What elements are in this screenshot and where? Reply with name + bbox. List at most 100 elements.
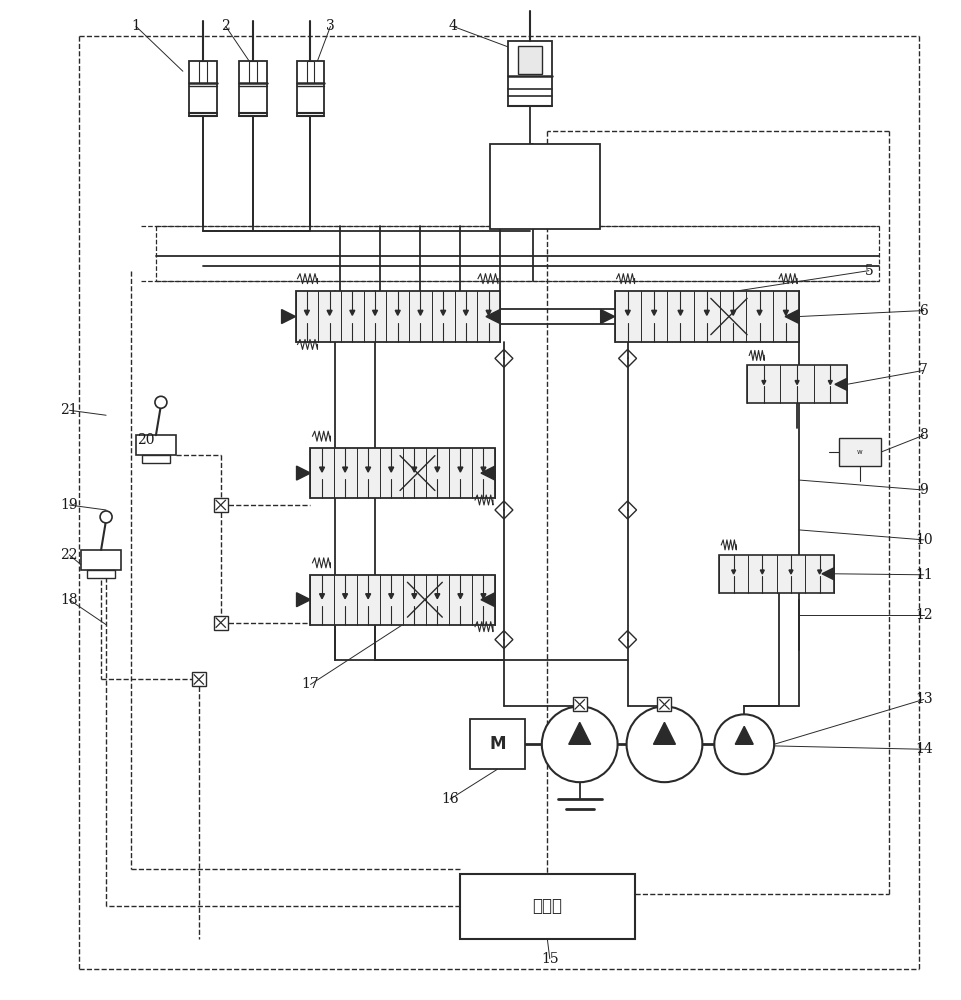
Text: 22: 22: [61, 548, 78, 562]
Bar: [213, 616, 228, 630]
Polygon shape: [365, 467, 371, 472]
Bar: [87, 570, 115, 578]
Circle shape: [714, 714, 775, 774]
Text: M: M: [489, 735, 505, 753]
Circle shape: [100, 511, 112, 523]
Polygon shape: [789, 570, 793, 574]
Text: 3: 3: [326, 19, 334, 33]
Polygon shape: [486, 310, 491, 315]
Polygon shape: [731, 570, 735, 574]
Bar: [615, 291, 800, 342]
Text: 18: 18: [61, 593, 78, 607]
Bar: [508, 41, 552, 106]
Polygon shape: [653, 722, 676, 744]
Polygon shape: [480, 467, 486, 472]
Polygon shape: [785, 310, 800, 324]
Bar: [81, 550, 121, 570]
Polygon shape: [441, 310, 446, 315]
Text: 1: 1: [132, 19, 140, 33]
Polygon shape: [319, 467, 325, 472]
Text: 8: 8: [920, 428, 928, 442]
Bar: [189, 61, 217, 116]
Bar: [136, 435, 176, 455]
Polygon shape: [319, 594, 325, 599]
Text: 19: 19: [61, 498, 78, 512]
Polygon shape: [297, 593, 310, 607]
Text: w: w: [857, 449, 863, 455]
Polygon shape: [818, 570, 822, 574]
Text: 20: 20: [137, 433, 155, 447]
Bar: [470, 719, 525, 769]
Bar: [297, 61, 325, 116]
Text: 15: 15: [541, 952, 558, 966]
Polygon shape: [480, 594, 486, 599]
Polygon shape: [652, 310, 656, 315]
Text: 13: 13: [915, 692, 932, 706]
Text: 5: 5: [865, 264, 874, 278]
Polygon shape: [704, 310, 709, 315]
Text: 16: 16: [441, 792, 459, 806]
Bar: [213, 498, 228, 512]
Circle shape: [542, 706, 618, 782]
Polygon shape: [463, 310, 468, 315]
Polygon shape: [342, 467, 348, 472]
Polygon shape: [569, 722, 591, 744]
Polygon shape: [795, 381, 800, 385]
Bar: [296, 291, 500, 342]
Polygon shape: [418, 310, 423, 315]
Text: 9: 9: [920, 483, 928, 497]
Polygon shape: [481, 593, 495, 607]
Bar: [192, 672, 206, 686]
Polygon shape: [373, 310, 378, 315]
Bar: [307, 61, 314, 83]
Polygon shape: [365, 594, 371, 599]
Circle shape: [155, 396, 167, 408]
Polygon shape: [350, 310, 355, 315]
Polygon shape: [411, 594, 417, 599]
Polygon shape: [388, 594, 394, 599]
Bar: [657, 697, 672, 711]
Polygon shape: [783, 310, 788, 315]
Polygon shape: [342, 594, 348, 599]
Text: 2: 2: [221, 19, 230, 33]
Polygon shape: [411, 467, 417, 472]
Polygon shape: [388, 467, 394, 472]
Bar: [142, 455, 170, 463]
Polygon shape: [678, 310, 683, 315]
Polygon shape: [434, 594, 440, 599]
Text: 10: 10: [915, 533, 932, 547]
Polygon shape: [457, 467, 463, 472]
Text: 4: 4: [449, 19, 457, 33]
Bar: [518, 46, 542, 74]
Bar: [460, 874, 634, 939]
Text: 21: 21: [61, 403, 78, 417]
Polygon shape: [757, 310, 762, 315]
Polygon shape: [626, 310, 630, 315]
Text: 6: 6: [920, 304, 928, 318]
Polygon shape: [735, 726, 753, 744]
Polygon shape: [486, 310, 500, 324]
Bar: [238, 61, 266, 116]
Bar: [310, 575, 495, 625]
Text: 12: 12: [915, 608, 932, 622]
Circle shape: [627, 706, 702, 782]
Polygon shape: [327, 310, 333, 315]
Text: 11: 11: [915, 568, 932, 582]
Polygon shape: [760, 570, 764, 574]
Bar: [199, 61, 207, 83]
Polygon shape: [297, 466, 310, 480]
Polygon shape: [457, 594, 463, 599]
Bar: [310, 448, 495, 498]
Polygon shape: [822, 568, 834, 580]
Polygon shape: [305, 310, 309, 315]
Polygon shape: [434, 467, 440, 472]
Bar: [719, 555, 834, 593]
Polygon shape: [835, 378, 847, 390]
Polygon shape: [282, 310, 296, 324]
Bar: [839, 438, 881, 466]
Bar: [748, 365, 847, 403]
Text: 14: 14: [915, 742, 932, 756]
Polygon shape: [601, 310, 615, 324]
Polygon shape: [828, 381, 832, 385]
Text: 控制器: 控制器: [532, 897, 562, 915]
